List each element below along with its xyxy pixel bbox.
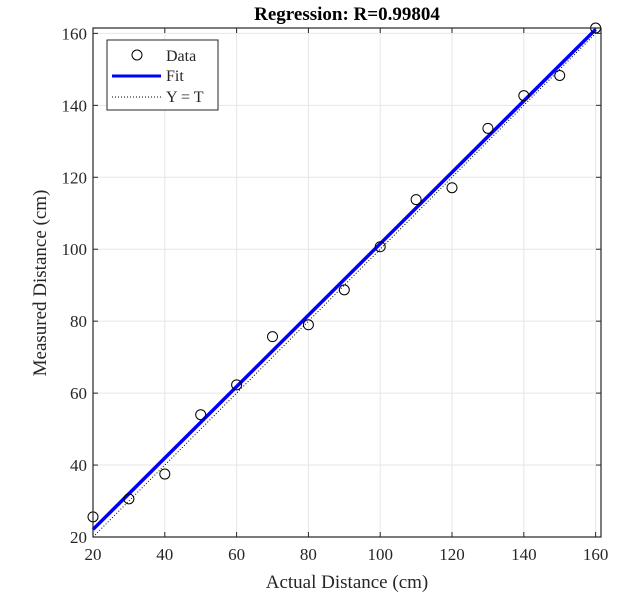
- x-tick-label: 160: [583, 545, 609, 564]
- legend-label-fit: Fit: [166, 68, 184, 85]
- data-point: [302, 319, 314, 331]
- data-point: [231, 379, 243, 391]
- x-tick-label: 80: [300, 545, 317, 564]
- data-point: [338, 284, 350, 296]
- data-point: [554, 69, 566, 81]
- legend-label-y-equals-t: Y = T: [166, 89, 204, 106]
- axes-box: [92, 27, 602, 538]
- data-point: [267, 331, 279, 343]
- axes: 20 40 60 80 100 120 140 160 20 40 60 80 100 120 140 160: [62, 24, 609, 564]
- legend-marker-data: [131, 49, 143, 61]
- legend-label-data: Data: [166, 48, 196, 65]
- data-point: [482, 122, 494, 134]
- x-tick-label: 20: [85, 545, 102, 564]
- x-tick-label: 140: [511, 545, 537, 564]
- y-tick-label: 60: [70, 384, 87, 403]
- y-tick-label: 20: [70, 528, 87, 547]
- x-tick-label: 120: [439, 545, 465, 564]
- y-tick-label: 100: [62, 240, 88, 259]
- data-point: [195, 409, 207, 421]
- data-point: [446, 182, 458, 194]
- y-tick-label: 40: [70, 456, 87, 475]
- data-point: [159, 468, 171, 480]
- data-point: [123, 493, 135, 505]
- plot-area: [87, 22, 602, 538]
- y-tick-label: 80: [70, 312, 87, 331]
- y-tick-label: 160: [62, 24, 88, 43]
- fit-line: [91, 28, 597, 531]
- x-tick-label: 40: [156, 545, 173, 564]
- x-axis-label: Actual Distance (cm): [266, 572, 428, 593]
- grid: [92, 28, 601, 538]
- y-tick-label: 120: [62, 168, 88, 187]
- x-tick-label: 60: [228, 545, 245, 564]
- legend: Data Fit Y = T: [106, 39, 219, 111]
- data-point: [374, 241, 386, 253]
- x-tick-label: 100: [367, 545, 393, 564]
- y-axis-label: Measured Distance (cm): [30, 190, 51, 377]
- data-point: [518, 90, 530, 102]
- data-point: [410, 194, 422, 206]
- y-tick-label: 140: [62, 96, 88, 115]
- chart-title: Regression: R=0.99804: [254, 4, 440, 25]
